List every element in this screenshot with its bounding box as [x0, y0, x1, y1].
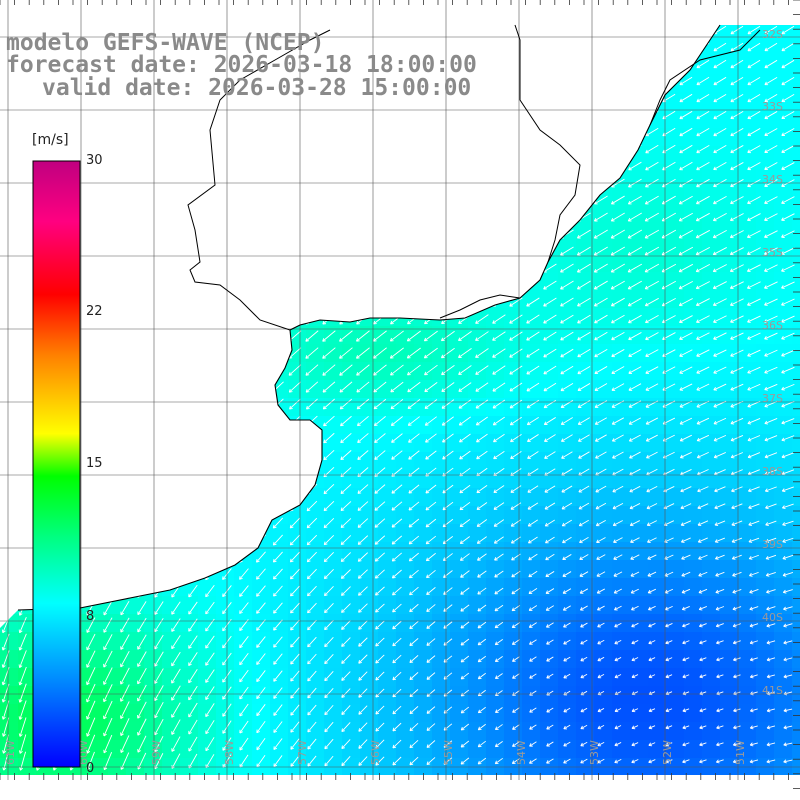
colorbar [32, 160, 81, 768]
lon-label: 51W [734, 740, 747, 765]
colorbar-unit: [m/s] [32, 132, 69, 148]
lon-label: 56W [369, 740, 382, 765]
lat-label: 39S [762, 538, 783, 551]
lon-label: 52W [661, 740, 674, 765]
lat-label: 34S [762, 173, 783, 186]
lat-label: 35S [762, 246, 783, 259]
model-title: modelo GEFS-WAVE (NCEP) [6, 30, 325, 56]
colorbar-tick-8: 8 [86, 609, 95, 624]
lon-label: 54W [515, 740, 528, 765]
lat-label: 38S [762, 465, 783, 478]
lon-label: 61W [4, 740, 17, 765]
latitude-labels: 32S 33S 34S 35S 36S 37S 38S 39S 40S 41S [762, 28, 783, 697]
coastline [17, 24, 721, 611]
lon-label: 59W [150, 740, 163, 765]
lon-label: 57W [296, 740, 309, 765]
colorbar-tick-15: 15 [86, 456, 103, 471]
valid-date: valid date: 2026-03-28 15:00:00 [42, 75, 472, 101]
lat-label: 33S [762, 100, 783, 113]
river-border [187, 24, 761, 331]
lat-label: 37S [762, 392, 783, 405]
lat-label: 32S [762, 28, 783, 41]
colorbar-tick-30: 30 [86, 153, 103, 168]
colorbar-tick-0: 0 [86, 761, 95, 776]
colorbar-tick-22: 22 [86, 304, 103, 319]
lon-label: 55W [442, 740, 455, 765]
longitude-labels: 61W 60W 59W 58W 57W 56W 55W 54W 53W 52W 51W [4, 740, 747, 765]
lat-label: 41S [762, 684, 783, 697]
lon-label: 58W [223, 740, 236, 765]
forecast-date: forecast date: 2026-03-18 18:00:00 [6, 52, 477, 78]
lon-label: 53W [588, 740, 601, 765]
lat-label: 36S [762, 319, 783, 332]
lat-label: 40S [762, 611, 783, 624]
